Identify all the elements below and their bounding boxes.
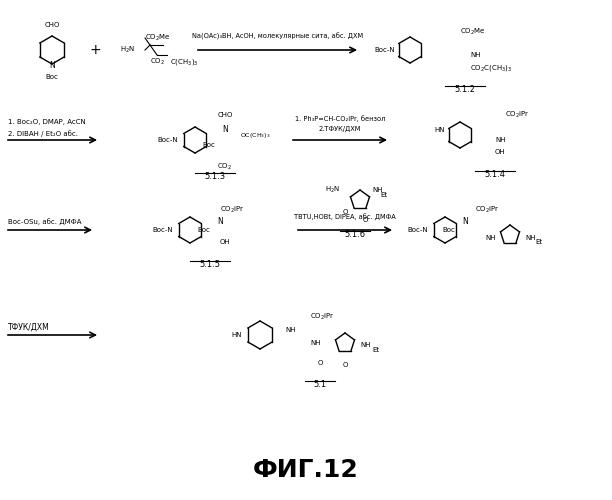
Text: NH: NH <box>310 340 321 346</box>
Text: Boc-N: Boc-N <box>408 227 428 233</box>
Text: 2.ТФУК/ДХМ: 2.ТФУК/ДХМ <box>319 126 361 132</box>
Text: NH: NH <box>495 137 506 143</box>
Text: Na(OAc)₃BH, AcOH, молекулярные сита, абс. ДХМ: Na(OAc)₃BH, AcOH, молекулярные сита, абс… <box>192 32 364 40</box>
Text: NH: NH <box>485 235 496 241</box>
Text: N: N <box>222 126 228 134</box>
Text: CHO: CHO <box>44 22 60 28</box>
Text: O: O <box>362 217 368 223</box>
Text: Boc-N: Boc-N <box>375 47 395 53</box>
Text: HN: HN <box>231 332 242 338</box>
Text: NH: NH <box>525 235 536 241</box>
Text: Boc: Boc <box>202 142 215 148</box>
Text: $\rm CO_2Me$: $\rm CO_2Me$ <box>460 27 486 37</box>
Text: $\rm CO_2iPr$: $\rm CO_2iPr$ <box>475 205 500 215</box>
Text: 5.1.3: 5.1.3 <box>204 172 226 181</box>
Text: N: N <box>217 218 223 226</box>
Text: O: O <box>342 362 348 368</box>
Text: $\rm H_2N$: $\rm H_2N$ <box>120 45 135 55</box>
Text: $\rm OC(CH_3)_3$: $\rm OC(CH_3)_3$ <box>240 130 271 140</box>
Text: Boc: Boc <box>442 227 455 233</box>
Text: $\rm H_2N$: $\rm H_2N$ <box>325 185 340 195</box>
Text: 5.1: 5.1 <box>313 380 327 389</box>
Text: $\rm CO_2$: $\rm CO_2$ <box>217 162 233 172</box>
Text: $\rm C(CH_3)_3$: $\rm C(CH_3)_3$ <box>170 57 199 67</box>
Text: 1. Ph₃P=CH-CO₂iPr, бензол: 1. Ph₃P=CH-CO₂iPr, бензол <box>295 115 385 122</box>
Text: NH: NH <box>470 52 480 58</box>
Text: CHO: CHO <box>217 112 233 118</box>
Text: $\rm CO_2iPr$: $\rm CO_2iPr$ <box>505 110 530 120</box>
Text: O: O <box>317 360 323 366</box>
Text: HN: HN <box>435 127 445 133</box>
Text: $\rm CO_2iPr$: $\rm CO_2iPr$ <box>220 205 245 215</box>
Text: Et: Et <box>372 347 379 353</box>
Text: ТФУК/ДХМ: ТФУК/ДХМ <box>8 322 50 332</box>
Text: 5.1.5: 5.1.5 <box>200 260 220 269</box>
Text: Et: Et <box>535 239 542 245</box>
Text: ФИГ.12: ФИГ.12 <box>253 458 359 482</box>
Text: NH: NH <box>360 342 370 348</box>
Text: $\rm CO_2$: $\rm CO_2$ <box>150 57 165 67</box>
Text: 5.1.4: 5.1.4 <box>485 170 506 179</box>
Text: $\rm CO_2iPr$: $\rm CO_2iPr$ <box>310 312 335 322</box>
Text: 5.1.6: 5.1.6 <box>345 230 365 239</box>
Text: NH: NH <box>285 327 296 333</box>
Text: OH: OH <box>220 239 231 245</box>
Text: NH: NH <box>372 187 382 193</box>
Text: $\rm CO_2C(CH_3)_3$: $\rm CO_2C(CH_3)_3$ <box>470 63 512 73</box>
Text: Boc-N: Boc-N <box>152 227 173 233</box>
Text: O: O <box>342 209 348 215</box>
Text: Boc: Boc <box>197 227 210 233</box>
Text: Boc-N: Boc-N <box>157 137 178 143</box>
Text: TBTU,HOBt, DIPEA, абс. ДМФА: TBTU,HOBt, DIPEA, абс. ДМФА <box>294 213 396 220</box>
Text: N: N <box>462 218 468 226</box>
Text: 1. Boc₂O, DMAP, AcCN: 1. Boc₂O, DMAP, AcCN <box>8 119 86 125</box>
Text: Boc-OSu, абс. ДМФА: Boc-OSu, абс. ДМФА <box>8 218 81 226</box>
Text: N: N <box>49 60 55 70</box>
Text: 2. DIBAH / Et₂O абс.: 2. DIBAH / Et₂O абс. <box>8 130 78 138</box>
Text: 5.1.2: 5.1.2 <box>455 85 476 94</box>
Text: Boc: Boc <box>45 74 58 80</box>
Text: $\rm CO_2Me$: $\rm CO_2Me$ <box>145 33 171 43</box>
Text: OH: OH <box>495 149 506 155</box>
Text: +: + <box>89 43 101 57</box>
Text: Et: Et <box>380 192 387 198</box>
